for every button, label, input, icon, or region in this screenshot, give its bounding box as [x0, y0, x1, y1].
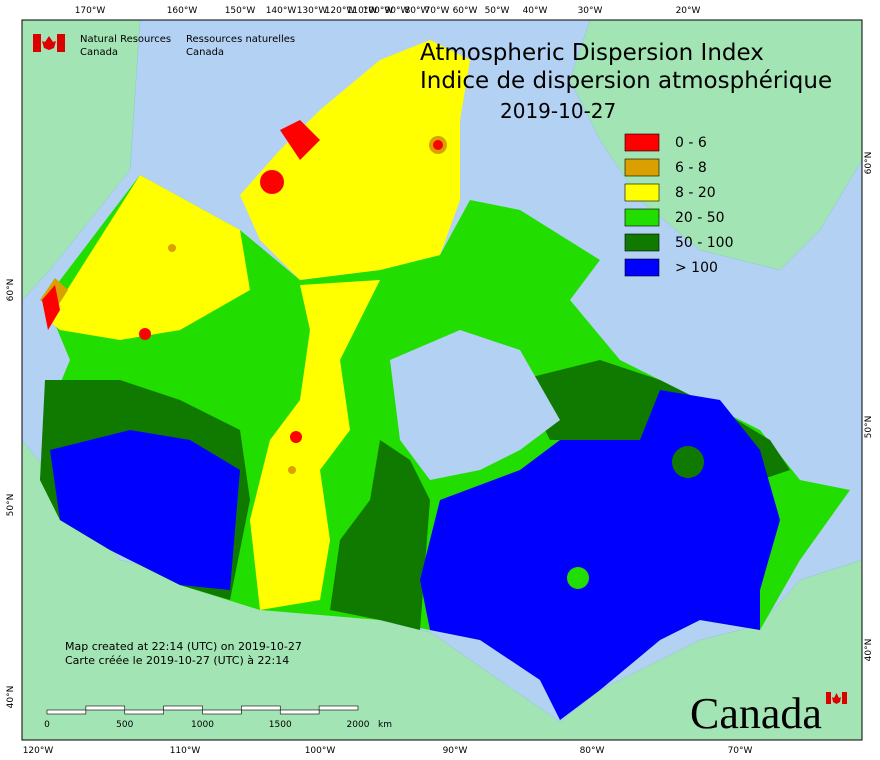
region	[672, 446, 704, 478]
longitude-label: 30°W	[578, 6, 603, 16]
scale-segment	[163, 705, 203, 711]
date: 2019-10-27	[500, 99, 616, 123]
note: Carte créée le 2019-10-27 (UTC) à 22:14	[65, 654, 289, 667]
logo	[33, 34, 65, 52]
legend-swatch	[624, 233, 660, 252]
scale-label: 500	[116, 720, 133, 730]
region	[290, 431, 302, 443]
agency-fr: Ressources naturelles	[186, 34, 295, 45]
wordmark-group: Canada	[690, 689, 847, 738]
agency-en: Canada	[80, 47, 118, 58]
scale-segment	[124, 709, 164, 715]
longitude-label: 100°W	[363, 6, 394, 16]
scale-bar: 0 500 1000 1500 2000 km	[44, 705, 392, 730]
longitude-label: 70°W	[728, 746, 753, 756]
region	[250, 280, 380, 610]
longitude-label: 130°W	[297, 6, 328, 16]
scale-label: 1500	[269, 720, 292, 730]
region	[288, 466, 296, 474]
longitude-label: 90°W	[443, 746, 468, 756]
legend-label: 0 - 6	[675, 135, 707, 151]
legend-swatch	[624, 208, 660, 227]
longitude-label: 150°W	[225, 6, 256, 16]
longitude-label: 100°W	[305, 746, 336, 756]
region	[50, 430, 240, 590]
latitude-label: 60°N	[864, 152, 874, 175]
longitude-label: 110°W	[347, 6, 378, 16]
legend-label: 20 - 50	[675, 210, 725, 226]
longitude-label: 170°W	[75, 6, 106, 16]
flag-bar	[826, 692, 831, 704]
scale-label: 2000	[347, 720, 370, 730]
latitude-label: 50°N	[6, 494, 16, 517]
legend-swatch	[624, 158, 660, 177]
wordmark: Canada	[690, 689, 822, 738]
scale-segment	[46, 709, 87, 715]
scale-segment	[279, 709, 320, 715]
latitude-label: 40°N	[6, 686, 16, 709]
region	[260, 170, 284, 194]
longitude-label: 60°W	[453, 6, 478, 16]
foreign-land	[21, 19, 863, 741]
maple-leaf	[42, 36, 56, 50]
region	[42, 285, 60, 330]
title: Atmospheric Dispersion Index	[420, 40, 764, 66]
graticule: 170°W 160°W 150°W 140°W 130°W120°W110°W100°W…	[6, 6, 874, 756]
legend-swatch	[624, 133, 660, 152]
latitude-label: 40°N	[864, 639, 874, 662]
flag-bar	[842, 692, 847, 704]
hudson-bay	[390, 330, 560, 480]
region	[139, 328, 151, 340]
latitude-label: 60°N	[6, 279, 16, 302]
region	[567, 567, 589, 589]
flag-bar	[57, 34, 65, 52]
frame	[21, 19, 863, 741]
longitude-label: 20°W	[676, 6, 701, 16]
longitude-label: 50°W	[485, 6, 510, 16]
region	[330, 440, 430, 630]
agency-fr: Canada	[186, 47, 224, 58]
scale-segment	[241, 705, 281, 711]
note: Map created at 22:14 (UTC) on 2019-10-27	[65, 640, 302, 653]
title: Indice de dispersion atmosphérique	[420, 68, 832, 94]
longitude-label: 80°W	[405, 6, 430, 16]
scale-segment	[85, 705, 126, 711]
region	[433, 140, 443, 150]
scale-segment	[318, 705, 359, 711]
maple-leaf	[832, 693, 841, 704]
longitude-label: 90°W	[385, 6, 410, 16]
region	[48, 175, 250, 340]
legend: 0 - 6 6 - 8 8 - 20 20 - 50 50 - 100 > 100	[624, 133, 734, 277]
flag-bar	[33, 34, 41, 52]
scale-segment	[202, 709, 242, 715]
longitude-label: 110°W	[170, 746, 201, 756]
longitude-label: 140°W	[266, 6, 297, 16]
legend-label: 8 - 20	[675, 185, 716, 201]
longitude-label: 120°W	[23, 746, 54, 756]
region	[240, 40, 470, 280]
longitude-label: 80°W	[580, 746, 605, 756]
scale-unit: km	[378, 720, 392, 730]
legend-swatch	[624, 258, 660, 277]
region	[168, 244, 176, 252]
longitude-label: 70°W	[425, 6, 450, 16]
scale-label: 1000	[191, 720, 214, 730]
longitude-label: 40°W	[523, 6, 548, 16]
legend-swatch	[624, 183, 660, 202]
scale-label: 0	[44, 720, 50, 730]
region	[280, 120, 320, 160]
longitude-label: 160°W	[167, 6, 198, 16]
longitude-label: 120°W	[325, 6, 356, 16]
latitude-label: 50°N	[864, 416, 874, 439]
legend-label: 6 - 8	[675, 160, 707, 176]
legend-label: 50 - 100	[675, 235, 734, 251]
agency-en: Natural Resources	[80, 34, 171, 45]
legend-label: > 100	[675, 260, 718, 276]
